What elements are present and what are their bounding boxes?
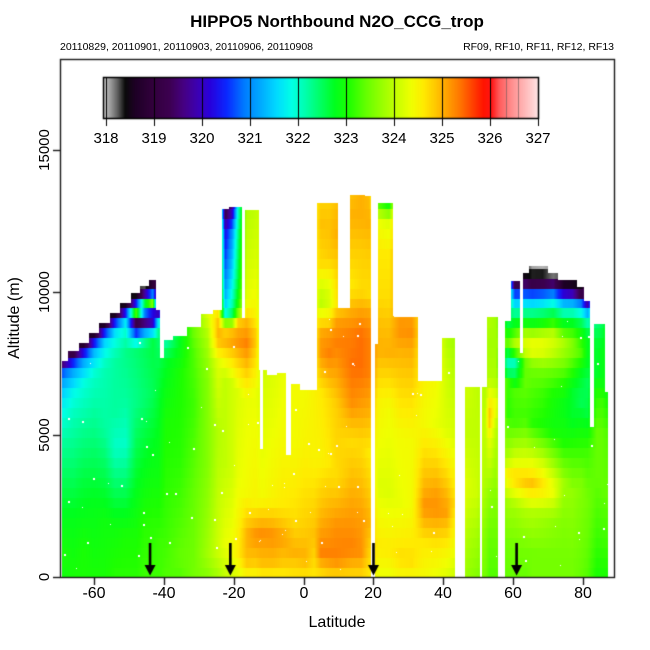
x-axis-label: Latitude [308, 614, 366, 631]
x-tick-label: 80 [574, 585, 592, 602]
x-tick-label: -60 [82, 585, 106, 602]
y-tick-label: 15000 [36, 129, 53, 171]
x-tick-label: 40 [434, 585, 452, 602]
x-tick-label: -20 [222, 585, 246, 602]
subtitle-flight-ids: RF09, RF10, RF11, RF12, RF13 [463, 41, 614, 53]
x-tick-label: -40 [152, 585, 176, 602]
colorbar-tick-label: 326 [477, 130, 503, 147]
colorbar-tick-label: 327 [525, 130, 551, 147]
colorbar-tick-label: 321 [237, 130, 263, 147]
colorbar-tick-label: 320 [189, 130, 215, 147]
x-tick-label: 60 [504, 585, 522, 602]
y-tick-label: 0 [36, 572, 53, 582]
colorbar-tick-label: 318 [93, 130, 119, 147]
colorbar-tick-label: 323 [333, 130, 359, 147]
x-tick-label: 0 [299, 585, 309, 602]
x-tick-label: 20 [364, 585, 382, 602]
subtitle-flight-dates: 20110829, 20110901, 20110903, 20110906, … [60, 41, 314, 53]
colorbar-tick-label: 324 [381, 130, 407, 147]
colorbar-tick-label: 322 [285, 130, 311, 147]
page-title: HIPPO5 Northbound N2O_CCG_trop [190, 12, 484, 31]
y-tick-label: 5000 [36, 418, 53, 452]
colorbar-tick-label: 325 [429, 130, 455, 147]
y-axis-label: Altitude (m) [6, 277, 23, 359]
y-tick-label: 10000 [36, 271, 53, 313]
colorbar-tick-label: 319 [141, 130, 167, 147]
